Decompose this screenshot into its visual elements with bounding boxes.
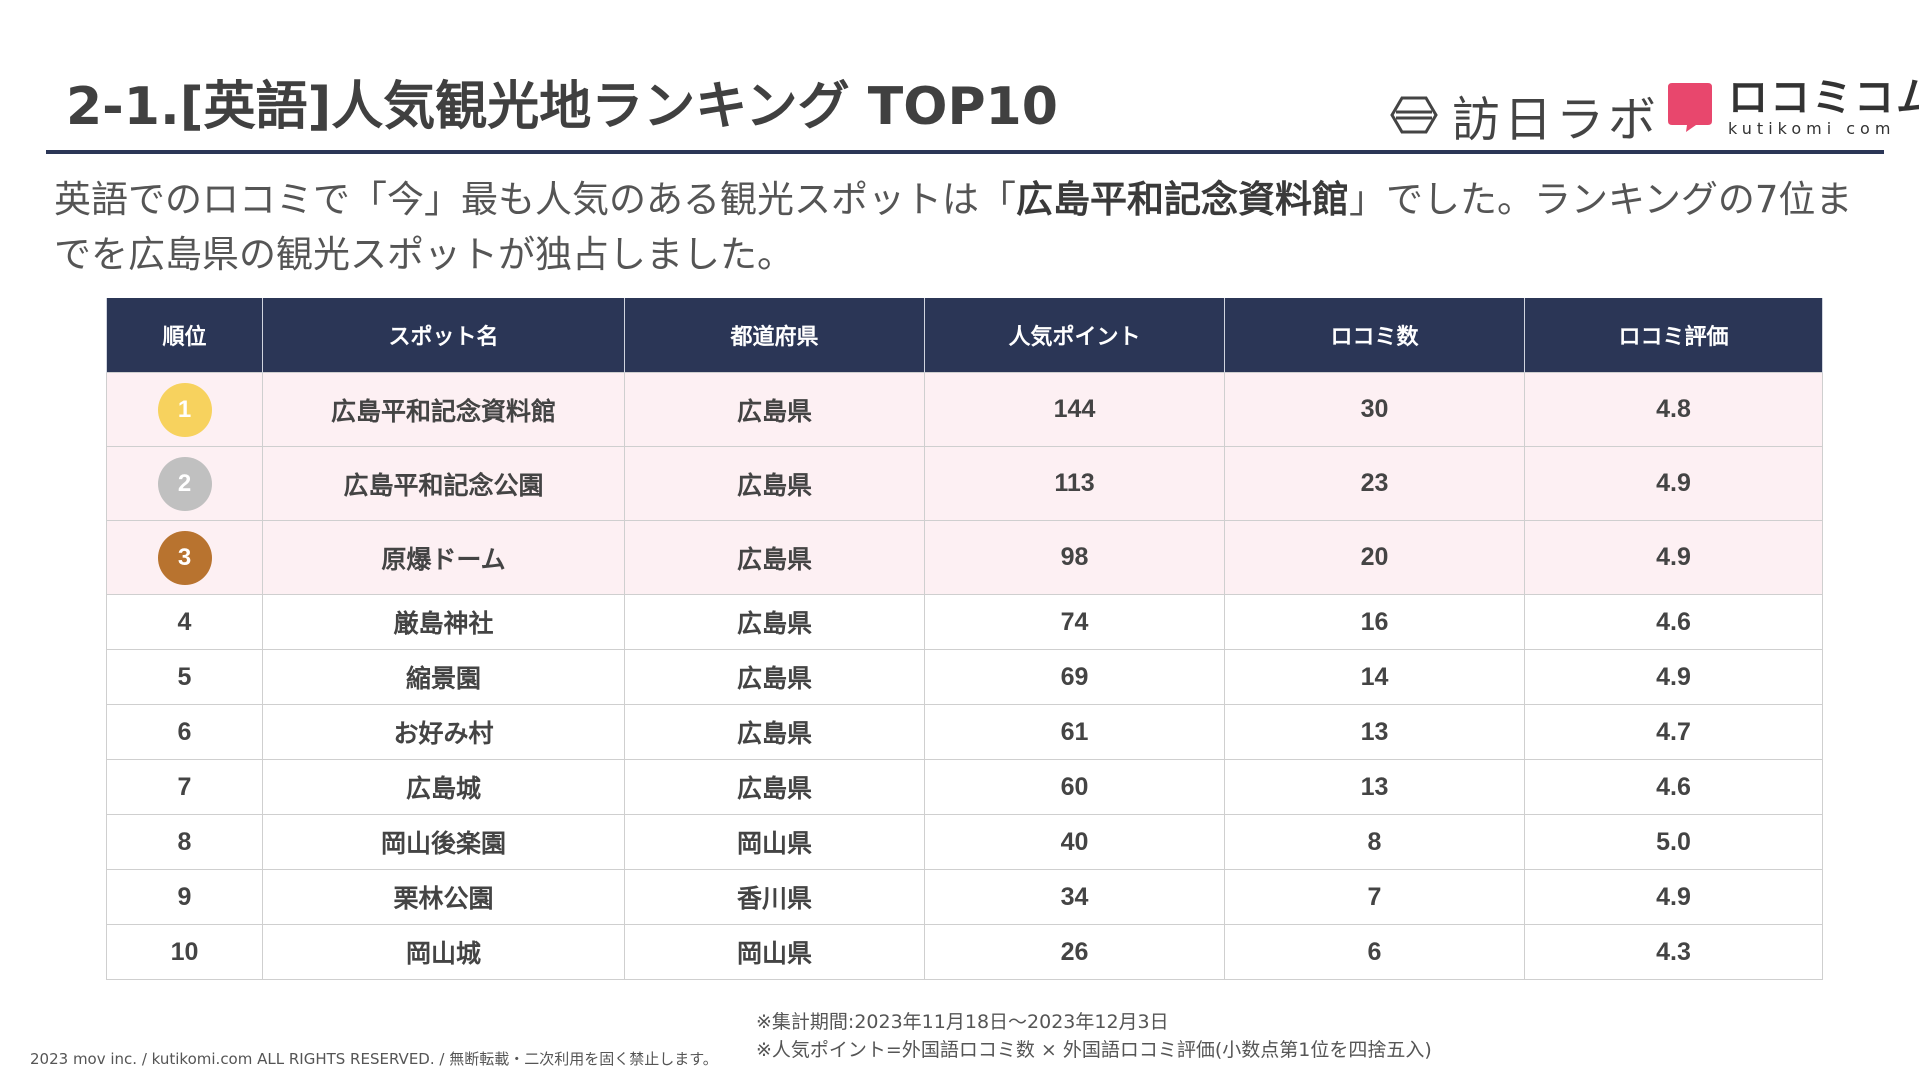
prefecture-cell: 岡山県: [624, 924, 925, 980]
rank-cell: 4: [106, 594, 263, 650]
reviews-cell: 14: [1224, 649, 1525, 705]
kuchikomi-en-text: kutikomi com: [1728, 119, 1896, 138]
points-cell: 113: [924, 446, 1225, 521]
lead-highlight: 広島平和記念資料館: [1016, 178, 1349, 221]
points-cell: 144: [924, 372, 1225, 447]
column-header-reviews: ロコミ数: [1224, 298, 1525, 373]
spot-cell: 広島城: [262, 759, 625, 815]
table-row: 9 栗林公園 香川県 34 7 4.9: [106, 869, 1823, 925]
lead-part-2: 」でした。ランキングの7位までを広島県の観光スポットが独占しました。: [54, 178, 1853, 276]
column-header-spot: スポット名: [262, 298, 625, 373]
rating-cell: 4.9: [1524, 869, 1823, 925]
kuchikomi-jp-text: ロコミコム: [1728, 75, 1919, 121]
points-cell: 74: [924, 594, 1225, 650]
rank-cell: 7: [106, 759, 263, 815]
copyright-text: 2023 mov inc. / kutikomi.com ALL RIGHTS …: [30, 1050, 718, 1068]
points-cell: 60: [924, 759, 1225, 815]
points-cell: 34: [924, 869, 1225, 925]
rating-cell: 4.9: [1524, 446, 1823, 521]
prefecture-cell: 香川県: [624, 869, 925, 925]
prefecture-cell: 岡山県: [624, 814, 925, 870]
bronze-medal-badge: 3: [157, 530, 212, 585]
reviews-cell: 16: [1224, 594, 1525, 650]
prefecture-cell: 広島県: [624, 372, 925, 447]
column-header-rating: ロコミ評価: [1524, 298, 1823, 373]
reviews-cell: 7: [1224, 869, 1525, 925]
rank-cell: 2: [106, 446, 263, 521]
lead-part-1: 英語でのロコミで「今」最も人気のある観光スポットは「: [54, 178, 1016, 221]
spot-cell: 栗林公園: [262, 869, 625, 925]
silver-medal-badge: 2: [157, 456, 212, 511]
kuchikomi-com-logo: ロコミコム kutikomi com: [1666, 76, 1919, 138]
spot-cell: 岡山後楽園: [262, 814, 625, 870]
rating-cell: 4.8: [1524, 372, 1823, 447]
points-cell: 61: [924, 704, 1225, 760]
reviews-cell: 20: [1224, 520, 1525, 595]
rank-cell: 6: [106, 704, 263, 760]
reviews-cell: 13: [1224, 759, 1525, 815]
spot-cell: 岡山城: [262, 924, 625, 980]
table-row: 4 厳島神社 広島県 74 16 4.6: [106, 594, 1823, 650]
rating-cell: 4.9: [1524, 520, 1823, 595]
prefecture-cell: 広島県: [624, 520, 925, 595]
table-row: 8 岡山後楽園 岡山県 40 8 5.0: [106, 814, 1823, 870]
rank-cell: 1: [106, 372, 263, 447]
footnote-points-definition: ※人気ポイント=外国語ロコミ数 × 外国語ロコミ評価(小数点第1位を四捨五入): [756, 1039, 1432, 1061]
page-title: 2-1.[英語]人気観光地ランキング TOP10: [66, 77, 1058, 137]
spot-cell: 原爆ドーム: [262, 520, 625, 595]
table-row: 6 お好み村 広島県 61 13 4.7: [106, 704, 1823, 760]
rating-cell: 4.3: [1524, 924, 1823, 980]
prefecture-cell: 広島県: [624, 594, 925, 650]
spot-cell: 厳島神社: [262, 594, 625, 650]
points-cell: 98: [924, 520, 1225, 595]
column-header-points: 人気ポイント: [924, 298, 1225, 373]
table-row: 7 広島城 広島県 60 13 4.6: [106, 759, 1823, 815]
hexagon-logo-icon: [1390, 96, 1438, 134]
table-row: 1 広島平和記念資料館 広島県 144 30 4.8: [106, 372, 1823, 447]
spot-cell: 広島平和記念公園: [262, 446, 625, 521]
reviews-cell: 13: [1224, 704, 1525, 760]
ranking-table: 順位 スポット名 都道府県 人気ポイント ロコミ数 ロコミ評価 1 広島平和記念…: [106, 298, 1823, 980]
rating-cell: 5.0: [1524, 814, 1823, 870]
prefecture-cell: 広島県: [624, 446, 925, 521]
rating-cell: 4.7: [1524, 704, 1823, 760]
title-divider: [46, 150, 1884, 154]
rating-cell: 4.9: [1524, 649, 1823, 705]
houjin-labo-logo: 訪日ラボ: [1390, 80, 1660, 150]
rank-cell: 10: [106, 924, 263, 980]
points-cell: 69: [924, 649, 1225, 705]
reviews-cell: 6: [1224, 924, 1525, 980]
spot-cell: 縮景園: [262, 649, 625, 705]
speech-bubble-icon: [1668, 83, 1712, 132]
points-cell: 26: [924, 924, 1225, 980]
rating-cell: 4.6: [1524, 759, 1823, 815]
rank-cell: 5: [106, 649, 263, 705]
prefecture-cell: 広島県: [624, 759, 925, 815]
reviews-cell: 8: [1224, 814, 1525, 870]
column-header-prefecture: 都道府県: [624, 298, 925, 373]
spot-cell: お好み村: [262, 704, 625, 760]
rank-cell: 8: [106, 814, 263, 870]
houjin-labo-text: 訪日ラボ: [1452, 92, 1661, 148]
spot-cell: 広島平和記念資料館: [262, 372, 625, 447]
footnotes: ※集計期間:2023年11月18日〜2023年12月3日 ※人気ポイント=外国語…: [756, 1008, 1432, 1064]
points-cell: 40: [924, 814, 1225, 870]
gold-medal-badge: 1: [157, 382, 212, 437]
rank-cell: 9: [106, 869, 263, 925]
prefecture-cell: 広島県: [624, 704, 925, 760]
prefecture-cell: 広島県: [624, 649, 925, 705]
footnote-period: ※集計期間:2023年11月18日〜2023年12月3日: [756, 1011, 1169, 1033]
column-header-rank: 順位: [106, 298, 263, 373]
rank-cell: 3: [106, 520, 263, 595]
rating-cell: 4.6: [1524, 594, 1823, 650]
reviews-cell: 30: [1224, 372, 1525, 447]
reviews-cell: 23: [1224, 446, 1525, 521]
table-header-row: 順位 スポット名 都道府県 人気ポイント ロコミ数 ロコミ評価: [106, 298, 1823, 373]
table-row: 3 原爆ドーム 広島県 98 20 4.9: [106, 520, 1823, 595]
table-row: 2 広島平和記念公園 広島県 113 23 4.9: [106, 446, 1823, 521]
table-row: 10 岡山城 岡山県 26 6 4.3: [106, 924, 1823, 980]
lead-text: 英語でのロコミで「今」最も人気のある観光スポットは「広島平和記念資料館」でした。…: [54, 172, 1854, 282]
table-row: 5 縮景園 広島県 69 14 4.9: [106, 649, 1823, 705]
